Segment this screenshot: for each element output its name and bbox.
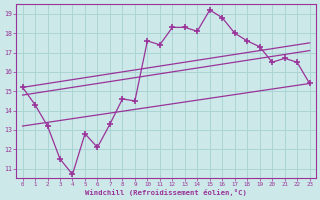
X-axis label: Windchill (Refroidissement éolien,°C): Windchill (Refroidissement éolien,°C) [85, 189, 247, 196]
